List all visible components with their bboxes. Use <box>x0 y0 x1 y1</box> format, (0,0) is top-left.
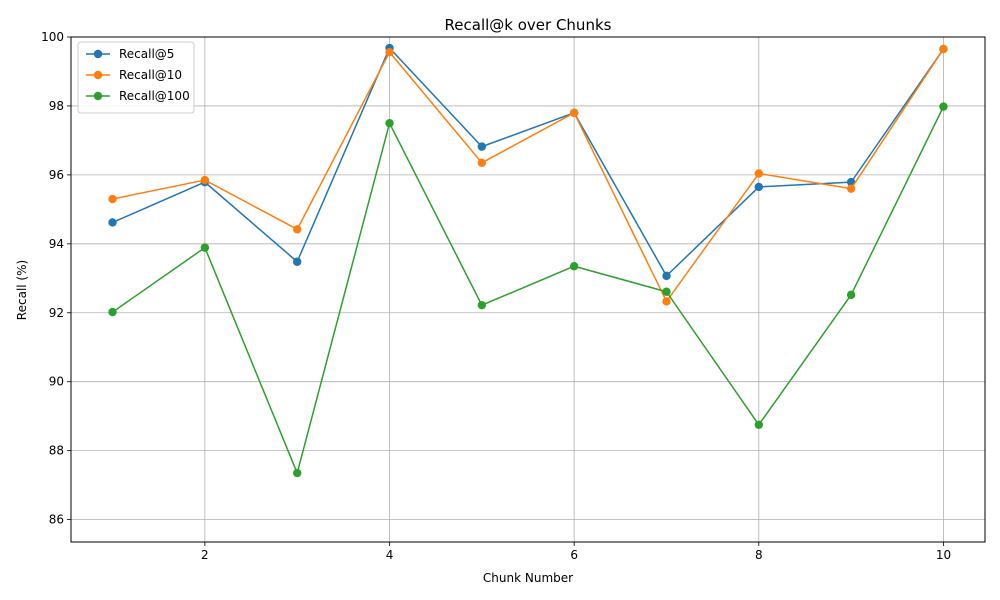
series-line-recall-10 <box>112 48 945 303</box>
point-recall-10 <box>939 44 948 54</box>
legend-swatch-marker <box>93 91 103 101</box>
legend-swatch-marker <box>93 70 103 80</box>
point-recall-5 <box>292 257 302 266</box>
legend-label: Recall@100 <box>119 89 190 103</box>
point-recall-10 <box>385 47 394 57</box>
point-recall-100 <box>292 468 302 478</box>
point-recall-10 <box>662 297 671 306</box>
y-tick-label: 86 <box>49 513 64 527</box>
y-tick-label: 88 <box>49 444 64 458</box>
point-recall-10 <box>569 108 579 118</box>
point-recall-100 <box>846 290 856 300</box>
y-tick-label: 96 <box>49 168 64 182</box>
y-tick-label: 98 <box>49 99 64 113</box>
legend-label: Recall@5 <box>119 47 174 61</box>
point-recall-5 <box>477 142 487 151</box>
y-axis-title: Recall (%) <box>15 260 29 320</box>
x-tick-label: 8 <box>755 548 763 562</box>
point-recall-100 <box>200 243 210 252</box>
legend-swatch-marker <box>93 49 103 59</box>
point-recall-10 <box>200 175 210 185</box>
y-axis: 86 88 90 92 94 96 98 100 <box>41 30 71 527</box>
point-recall-100 <box>477 300 487 310</box>
x-tick-label: 4 <box>386 548 394 562</box>
point-recall-5 <box>662 271 671 281</box>
point-recall-10 <box>754 169 764 178</box>
x-tick-label: 2 <box>201 548 209 562</box>
point-recall-5 <box>754 182 764 192</box>
point-recall-10 <box>477 158 487 168</box>
point-recall-100 <box>108 307 117 317</box>
y-tick-label: 94 <box>49 237 64 251</box>
plot-area-frame <box>70 36 986 543</box>
y-tick-label: 90 <box>49 375 64 389</box>
point-recall-10 <box>292 225 302 234</box>
point-recall-5 <box>108 218 117 227</box>
point-recall-100 <box>754 420 764 429</box>
chart-title: Recall@k over Chunks <box>445 16 612 34</box>
point-recall-100 <box>385 118 394 128</box>
legend-label: Recall@10 <box>119 68 182 82</box>
legend: Recall@5 Recall@10 Recall@100 <box>77 41 195 114</box>
x-tick-label: 10 <box>936 548 951 562</box>
y-tick-label: 100 <box>41 30 64 44</box>
point-recall-10 <box>108 194 117 204</box>
series-line-recall-5 <box>112 47 945 277</box>
series-group <box>108 43 948 478</box>
x-axis: 2 4 6 8 10 <box>201 542 951 562</box>
point-recall-10 <box>846 184 856 193</box>
grid <box>71 36 985 542</box>
point-recall-100 <box>939 102 948 111</box>
x-axis-title: Chunk Number <box>483 571 573 585</box>
x-tick-label: 6 <box>570 548 578 562</box>
point-recall-100 <box>569 262 579 271</box>
series-line-recall-100 <box>112 106 945 474</box>
point-recall-100 <box>662 287 671 296</box>
y-tick-label: 92 <box>49 306 64 320</box>
